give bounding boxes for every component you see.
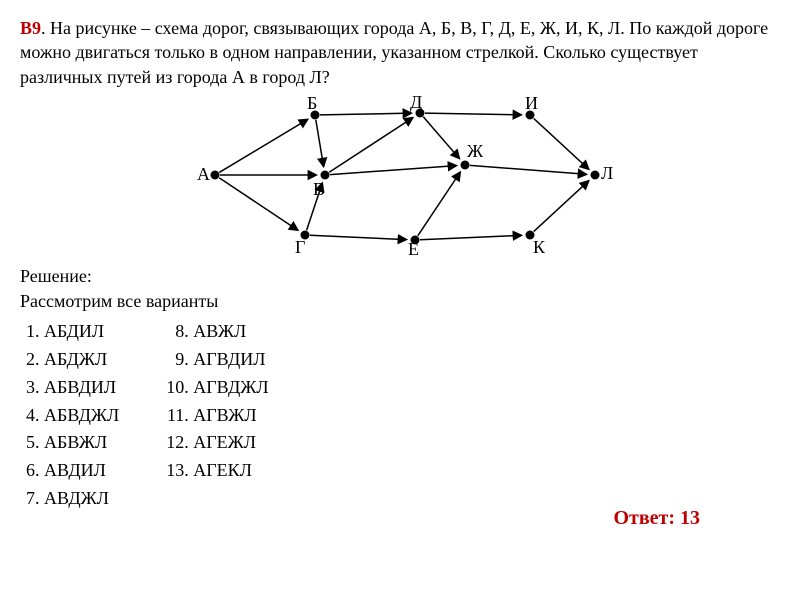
path-item: АВЖЛ — [193, 318, 268, 346]
path-item: АБВДИЛ — [44, 374, 119, 402]
problem-text: . На рисунке – схема дорог, связывающих … — [20, 18, 768, 87]
edge — [320, 113, 411, 115]
edge — [219, 178, 297, 230]
answer: Ответ: 13 — [613, 507, 700, 530]
edge — [534, 118, 589, 169]
node-label: Б — [307, 95, 317, 113]
path-list-col1: АБДИЛАБДЖЛАБВДИЛАБВДЖЛАБВЖЛАВДИЛАВДЖЛ — [20, 318, 119, 513]
node-label: Г — [295, 237, 305, 255]
path-item: АВДЖЛ — [44, 485, 119, 513]
node-label: Л — [601, 163, 613, 183]
problem-label: В9 — [20, 18, 41, 38]
edge — [418, 172, 460, 235]
path-item: АГЕЖЛ — [193, 429, 268, 457]
path-list-col2: АВЖЛАГВДИЛАГВДЖЛАГВЖЛАГЕЖЛАГЕКЛ — [169, 318, 268, 513]
path-item: АБВЖЛ — [44, 429, 119, 457]
road-graph: А Б В Г Д Е Ж И К Л — [185, 95, 615, 255]
node — [591, 170, 600, 179]
path-item: АБДЖЛ — [44, 346, 119, 374]
node — [461, 160, 470, 169]
edge — [534, 181, 589, 232]
node-label: К — [533, 237, 546, 255]
node-label: Ж — [467, 141, 484, 161]
node-label: В — [313, 179, 325, 199]
path-item: АГВДИЛ — [193, 346, 268, 374]
edge — [330, 166, 456, 175]
edge — [316, 120, 324, 166]
edge — [329, 118, 412, 172]
problem-statement: В9. На рисунке – схема дорог, связывающи… — [20, 16, 780, 89]
solution-subheader: Рассмотрим все варианты — [20, 291, 780, 312]
edge — [423, 117, 459, 158]
path-item: АБДИЛ — [44, 318, 119, 346]
edge — [219, 120, 307, 173]
path-item: АГВЖЛ — [193, 402, 268, 430]
path-list-columns: АБДИЛАБДЖЛАБВДИЛАБВДЖЛАБВЖЛАВДИЛАВДЖЛ АВ… — [20, 318, 780, 513]
path-item: АГВДЖЛ — [193, 374, 268, 402]
graph-container: А Б В Г Д Е Ж И К Л — [20, 95, 780, 260]
path-item: АБВДЖЛ — [44, 402, 119, 430]
node-label: Д — [410, 95, 422, 112]
edge — [310, 235, 406, 239]
edge — [470, 165, 586, 174]
node-label: Е — [408, 239, 419, 255]
node-label: И — [525, 95, 538, 113]
edge — [420, 235, 521, 239]
path-item: АВДИЛ — [44, 457, 119, 485]
path-item: АГЕКЛ — [193, 457, 268, 485]
edge — [425, 113, 521, 115]
node — [211, 170, 220, 179]
solution-header: Решение: — [20, 266, 780, 287]
node-label: А — [197, 164, 210, 184]
